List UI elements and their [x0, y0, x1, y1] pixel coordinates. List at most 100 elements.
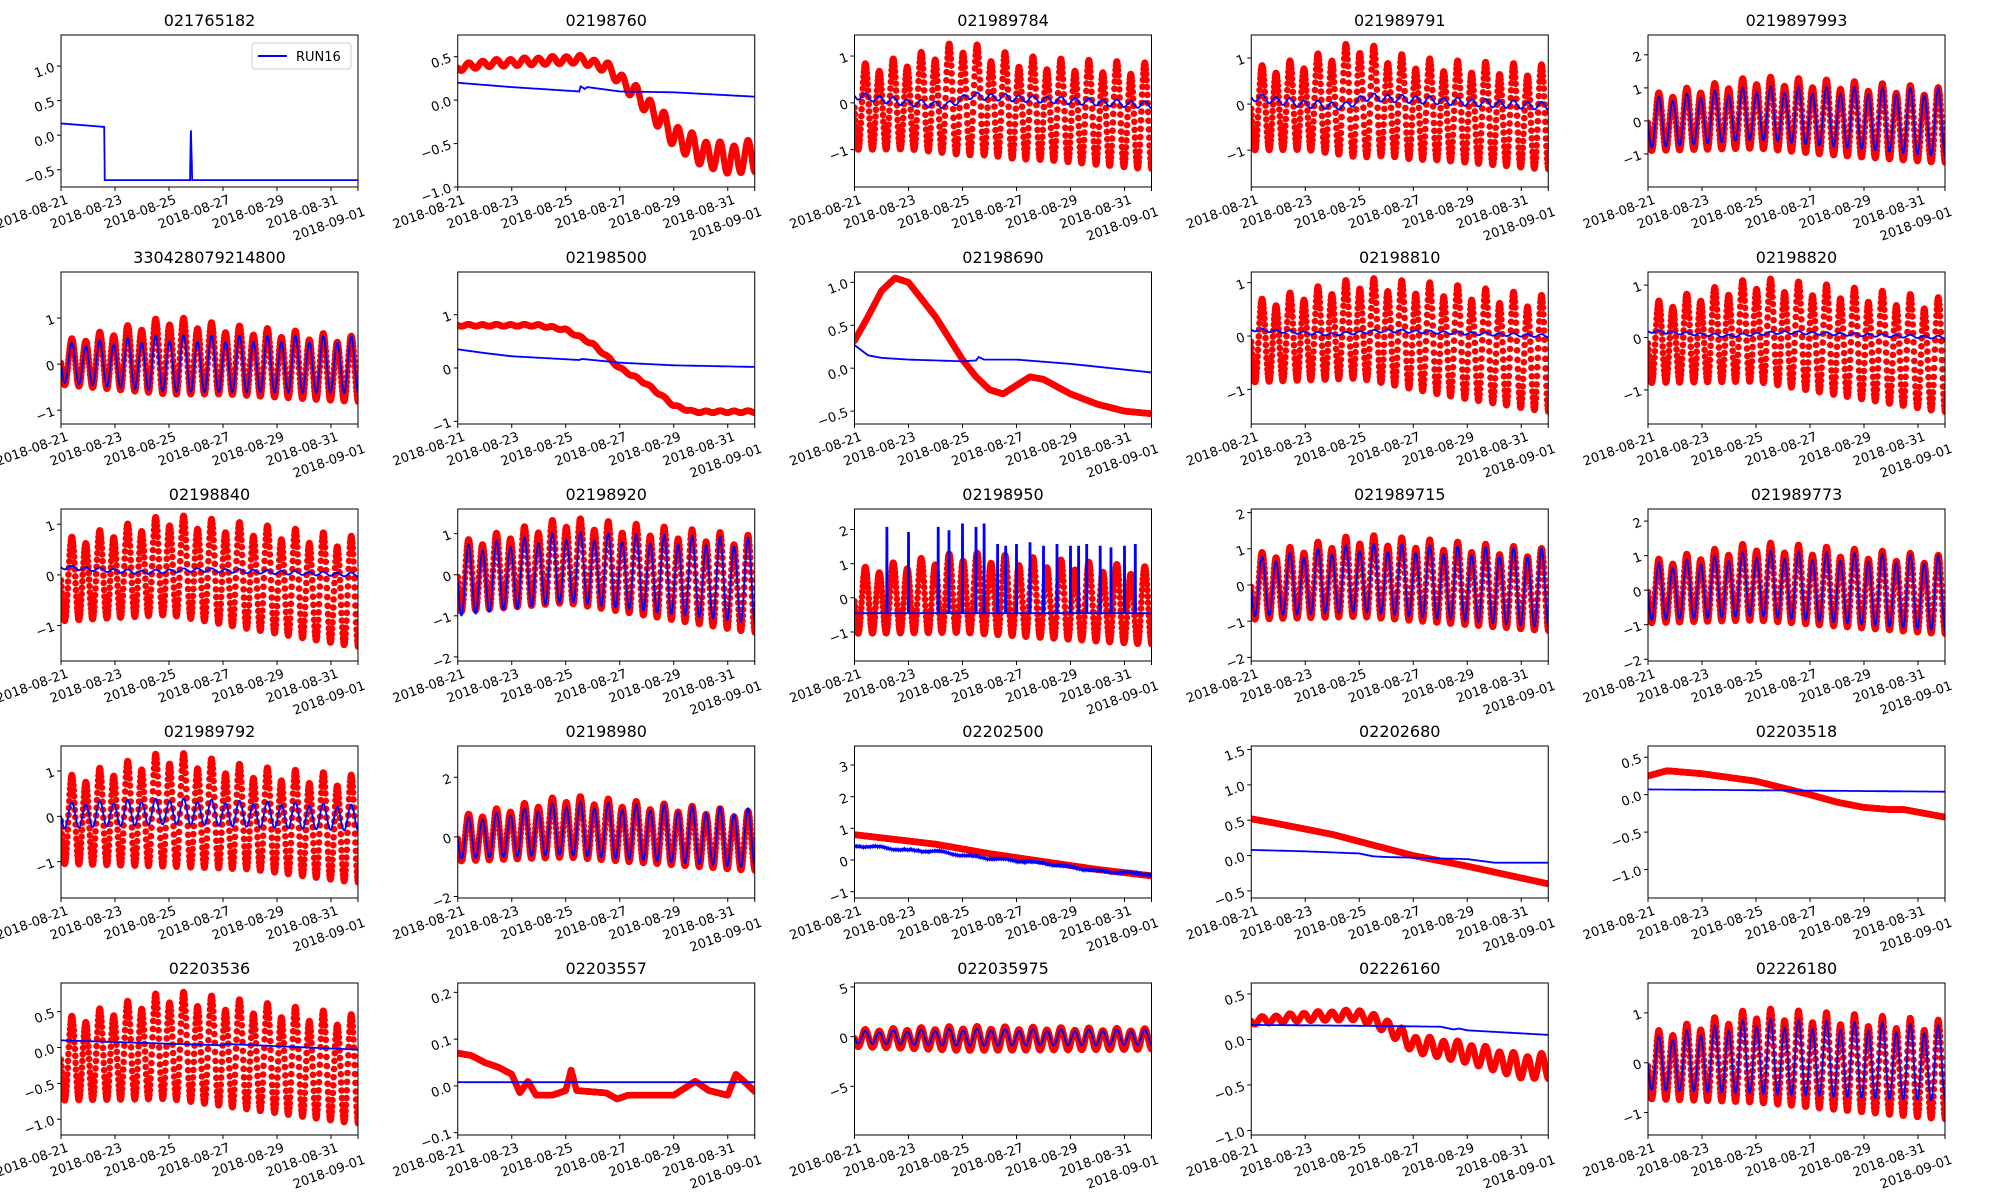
observed-point: [1429, 103, 1437, 110]
observed-point: [1351, 143, 1358, 151]
observed-point: [1290, 110, 1298, 118]
observed-point: [1421, 133, 1429, 140]
observed-point: [948, 70, 955, 77]
observed-point: [1075, 122, 1083, 130]
observed-point: [956, 104, 963, 112]
observed-point: [1276, 112, 1284, 120]
observed-point: [1534, 109, 1542, 116]
observed-point: [1533, 148, 1540, 156]
observed-point: [1109, 119, 1117, 126]
observed-point: [1309, 125, 1317, 132]
observed-point: [1483, 69, 1491, 77]
observed-point: [899, 121, 907, 128]
observed-point: [1471, 108, 1479, 115]
observed-point: [1004, 78, 1011, 85]
observed-point: [1422, 117, 1429, 125]
model-line: [457, 81, 755, 98]
observed-point: [1263, 122, 1270, 130]
observed-point: [1471, 115, 1479, 123]
observed-point: [1054, 106, 1061, 113]
observed-point: [1082, 95, 1090, 103]
observed-point: [900, 100, 908, 108]
observed-point: [1380, 121, 1387, 128]
y-tick-label: −0.5: [419, 138, 454, 163]
observed-point: [990, 87, 997, 95]
observed-point: [900, 107, 907, 115]
observed-point: [1492, 124, 1500, 132]
observed-point: [1380, 113, 1388, 121]
observed-point: [978, 112, 985, 119]
subplot-02198690: 02198690−0.50.00.51.02018-08-212018-08-2…: [788, 248, 1161, 482]
observed-point: [999, 83, 1006, 91]
observed-point: [926, 136, 934, 144]
observed-point: [1295, 133, 1303, 141]
observed-point: [1373, 77, 1380, 85]
observed-point: [1108, 148, 1115, 156]
observed-point: [1122, 155, 1129, 162]
observed-point: [1131, 134, 1139, 141]
observed-point: [984, 112, 991, 119]
y-tick-label: 2: [1631, 49, 1644, 66]
observed-point: [1519, 137, 1527, 145]
observed-point: [854, 110, 859, 118]
observed-point: [1456, 77, 1464, 85]
observed-point: [1366, 110, 1374, 117]
observed-point: [935, 116, 943, 123]
observed-point: [907, 106, 914, 113]
plot-area: [854, 274, 1152, 417]
observed-point: [1330, 78, 1338, 86]
observed-point: [1470, 87, 1477, 94]
observed-point: [891, 68, 899, 75]
observed-point: [1400, 65, 1407, 73]
observed-point: [906, 85, 913, 93]
observed-point: [354, 398, 358, 405]
observed-point: [1317, 80, 1324, 88]
observed-point: [1060, 83, 1067, 90]
observed-point: [905, 74, 913, 82]
observed-point: [1435, 134, 1443, 141]
observed-point: [1521, 107, 1528, 114]
observed-point: [922, 119, 929, 126]
observed-point: [954, 141, 961, 148]
observed-point: [1274, 82, 1282, 89]
observed-point: [940, 134, 947, 142]
observed-point: [1118, 136, 1125, 143]
observed-point: [1525, 84, 1533, 91]
observed-point: [1344, 56, 1351, 63]
observed-point: [1408, 114, 1416, 121]
observed-point: [1456, 84, 1464, 92]
observed-point: [1318, 112, 1326, 120]
observed-point: [1401, 87, 1408, 95]
observed-point: [1506, 111, 1514, 119]
observed-point: [1324, 118, 1331, 126]
observed-point: [934, 84, 941, 92]
observed-point: [1039, 133, 1046, 141]
observed-point: [1089, 105, 1096, 112]
subplot-021989784: 021989784−1012018-08-212018-08-232018-08…: [788, 11, 1161, 245]
observed-point: [1254, 126, 1261, 134]
observed-point: [1374, 113, 1382, 120]
observed-point: [865, 108, 873, 115]
observed-point: [854, 117, 859, 124]
observed-point: [1542, 127, 1549, 134]
observed-point: [1380, 128, 1387, 136]
observed-point: [1360, 121, 1368, 129]
observed-point: [913, 124, 920, 131]
observed-point: [1024, 144, 1031, 152]
observed-point: [964, 120, 971, 127]
observed-point: [1386, 81, 1394, 89]
observed-point: [961, 58, 968, 65]
observed-point: [940, 128, 948, 135]
observed-point: [857, 126, 864, 133]
observed-point: [1316, 61, 1323, 68]
observed-point: [1486, 123, 1494, 130]
observed-point: [975, 54, 982, 61]
observed-point: [1409, 106, 1416, 114]
subplot-title: 021989784: [957, 11, 1049, 30]
observed-point: [961, 70, 969, 77]
observed-point: [1505, 143, 1512, 150]
observed-point: [1251, 118, 1256, 125]
observed-point: [1332, 109, 1339, 117]
subplot-title: 330428079214800: [133, 248, 286, 267]
observed-point: [1059, 64, 1066, 71]
